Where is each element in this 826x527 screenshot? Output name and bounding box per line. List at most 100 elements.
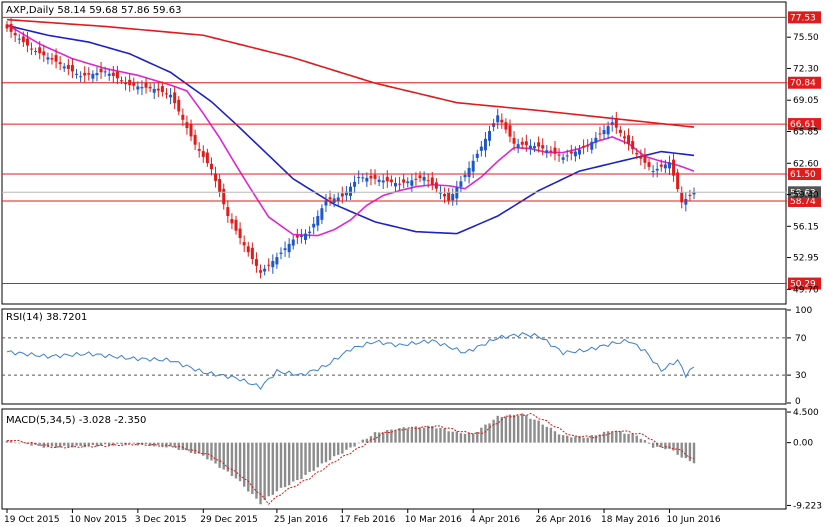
candle[interactable] xyxy=(688,189,692,201)
candle[interactable] xyxy=(541,138,545,156)
candle[interactable] xyxy=(381,174,385,189)
candle[interactable] xyxy=(357,170,361,184)
candle[interactable] xyxy=(185,115,189,135)
candle[interactable] xyxy=(602,124,606,140)
candle[interactable] xyxy=(414,172,418,186)
candle[interactable] xyxy=(569,144,573,161)
candle[interactable] xyxy=(218,174,222,198)
candle[interactable] xyxy=(385,170,389,188)
candle[interactable] xyxy=(418,171,422,183)
candle[interactable] xyxy=(295,228,299,244)
candle[interactable] xyxy=(271,254,275,274)
candle[interactable] xyxy=(426,173,430,188)
candle[interactable] xyxy=(430,172,434,191)
candle[interactable] xyxy=(680,186,684,209)
candle[interactable] xyxy=(528,139,532,155)
candle[interactable] xyxy=(496,108,500,129)
candle[interactable] xyxy=(13,26,17,42)
candle[interactable] xyxy=(684,192,688,212)
candle[interactable] xyxy=(512,131,516,151)
candle[interactable] xyxy=(107,68,111,81)
candle[interactable] xyxy=(651,165,655,178)
candle[interactable] xyxy=(173,86,177,110)
candle[interactable] xyxy=(451,188,455,206)
candle[interactable] xyxy=(91,70,95,83)
candle[interactable] xyxy=(614,111,618,134)
candle[interactable] xyxy=(410,173,414,193)
candle[interactable] xyxy=(406,177,410,188)
candle[interactable] xyxy=(250,242,254,265)
candle[interactable] xyxy=(475,149,479,162)
candle[interactable] xyxy=(676,168,680,193)
candle[interactable] xyxy=(659,159,663,172)
candle[interactable] xyxy=(189,119,193,141)
candle[interactable] xyxy=(586,139,590,152)
candle[interactable] xyxy=(205,148,209,167)
candle[interactable] xyxy=(578,145,581,160)
candle[interactable] xyxy=(38,41,42,60)
candle[interactable] xyxy=(222,183,226,210)
rsi-panel[interactable]: 100 70 30 0 RSI(14) 38.7201 xyxy=(1,306,812,407)
candle[interactable] xyxy=(361,173,365,183)
candle[interactable] xyxy=(492,118,496,132)
candle[interactable] xyxy=(136,81,140,95)
candle[interactable] xyxy=(516,138,520,154)
candle[interactable] xyxy=(479,140,483,157)
candle[interactable] xyxy=(54,48,58,69)
candle[interactable] xyxy=(573,146,577,162)
candle[interactable] xyxy=(353,175,357,194)
candle[interactable] xyxy=(434,178,438,193)
candle[interactable] xyxy=(283,241,287,257)
candle[interactable] xyxy=(520,137,524,150)
candle[interactable] xyxy=(214,166,218,188)
macd-panel[interactable]: 4.500 0.00 -9.223 MACD(5,34,5) -3.028 -2.3… xyxy=(1,408,822,511)
candle[interactable] xyxy=(197,142,201,158)
candle[interactable] xyxy=(156,82,160,98)
candle[interactable] xyxy=(230,213,234,230)
candle[interactable] xyxy=(169,88,173,105)
candle[interactable] xyxy=(21,31,25,48)
candle[interactable] xyxy=(537,136,541,153)
candle[interactable] xyxy=(627,128,631,151)
candle[interactable] xyxy=(488,125,492,147)
candle[interactable] xyxy=(66,58,70,76)
candle[interactable] xyxy=(83,66,87,83)
candle[interactable] xyxy=(692,187,696,200)
candle[interactable] xyxy=(463,170,467,182)
candle[interactable] xyxy=(132,77,136,91)
candle[interactable] xyxy=(62,62,66,72)
candle[interactable] xyxy=(582,139,586,155)
candle[interactable] xyxy=(246,241,250,257)
candle[interactable] xyxy=(50,53,54,65)
candle[interactable] xyxy=(483,131,487,158)
candle[interactable] xyxy=(299,228,303,244)
price-level-lines[interactable]: 77.53 70.84 66.61 61.50 58.74 50.29 59.63 xyxy=(2,11,821,290)
candle[interactable] xyxy=(643,148,647,170)
candle[interactable] xyxy=(87,67,91,81)
candle[interactable] xyxy=(58,56,62,71)
candle[interactable] xyxy=(144,76,148,94)
candle[interactable] xyxy=(95,66,99,82)
candle[interactable] xyxy=(565,149,569,162)
candle[interactable] xyxy=(46,52,50,65)
candle[interactable] xyxy=(242,235,246,252)
candle[interactable] xyxy=(238,222,242,245)
candle[interactable] xyxy=(533,142,537,153)
candle[interactable] xyxy=(103,66,107,77)
candle[interactable] xyxy=(443,187,447,203)
candle[interactable] xyxy=(369,168,373,186)
candle[interactable] xyxy=(263,264,267,276)
candle[interactable] xyxy=(226,200,230,223)
candle[interactable] xyxy=(365,172,369,188)
candle[interactable] xyxy=(287,238,291,258)
candle[interactable] xyxy=(447,188,451,205)
candle[interactable] xyxy=(598,126,602,141)
candle[interactable] xyxy=(594,131,598,149)
candle[interactable] xyxy=(508,119,512,143)
candle[interactable] xyxy=(377,175,381,187)
candle[interactable] xyxy=(373,169,377,185)
candle[interactable] xyxy=(618,126,622,137)
candle[interactable] xyxy=(70,58,74,79)
candle[interactable] xyxy=(201,145,205,163)
candle[interactable] xyxy=(328,190,332,206)
